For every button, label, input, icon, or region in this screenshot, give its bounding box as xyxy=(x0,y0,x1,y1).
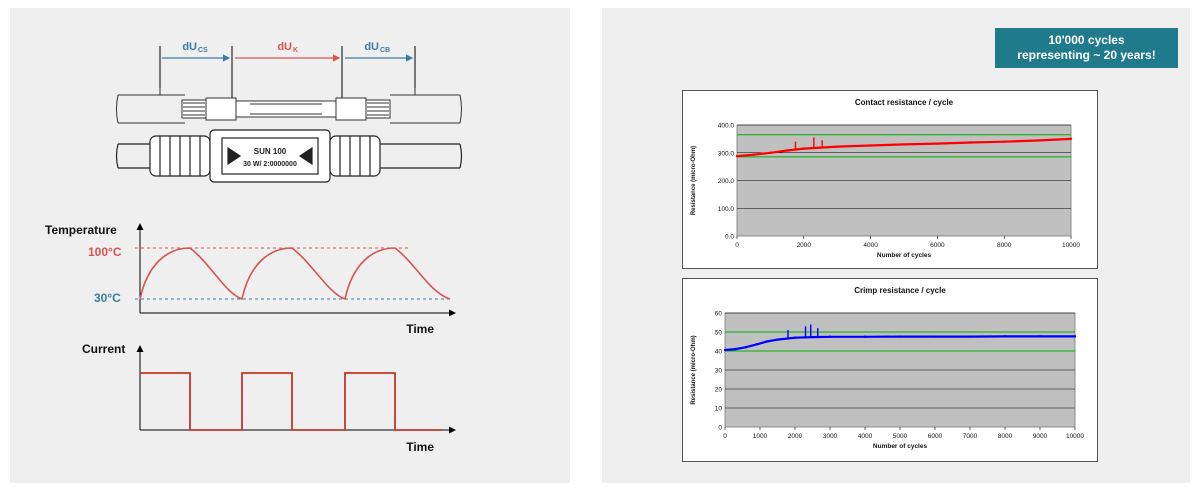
crimp-resistance-chart: Crimp resistance / cycle 0 10 20 30 40 50 60 0 10… xyxy=(682,278,1098,462)
left-panel: dU CS dU K dU CB xyxy=(10,8,570,483)
chart-1-ytick: 60 xyxy=(715,311,723,318)
temperature-title: Temperature xyxy=(45,223,117,237)
chart-0-series-0-point xyxy=(836,145,839,148)
chart-1-series-0-point xyxy=(723,348,727,352)
chart-1-series-0-point xyxy=(968,335,972,338)
chart-1-series-0-line xyxy=(724,335,1075,352)
du-cs-sub: CS xyxy=(198,47,208,54)
chart-1-title: Crimp resistance / cycle xyxy=(854,286,946,295)
chart-1-series-0-point xyxy=(765,340,769,343)
chart-0-ytick: 400.0 xyxy=(718,123,735,130)
chart-1-xtick: 7000 xyxy=(963,433,978,440)
chart-0-series-0-point xyxy=(1003,140,1006,143)
chart-1-series-0-point xyxy=(793,336,797,339)
chart-0-series-0-point xyxy=(969,141,972,144)
chart-1-series-0-point xyxy=(755,343,758,346)
du-cs-label: dU xyxy=(182,41,197,53)
connector-exterior xyxy=(115,129,463,183)
chart-0-series-0-point xyxy=(735,154,739,158)
chart-1-series-0-point xyxy=(898,335,902,338)
chart-1-series-0-point xyxy=(1073,335,1077,338)
connector-text-1: SUN 100 xyxy=(254,147,287,156)
chart-1-xtick: 10000 xyxy=(1066,433,1084,440)
chart-1-series-0-point xyxy=(863,335,867,338)
chart-0-series-0-point xyxy=(1036,139,1039,142)
chart-1-series-0-point xyxy=(1038,335,1042,338)
chart-0-ytick: 100.0 xyxy=(718,206,735,213)
crimp-resistance-svg: Crimp resistance / cycle 0 10 20 30 40 50 60 0 10… xyxy=(691,286,1084,450)
chart-0-xtick: 0 xyxy=(735,242,739,249)
chart-1-series-0-point xyxy=(744,346,748,349)
chart-1-ytick: 30 xyxy=(715,368,723,375)
chart-1-ytick: 40 xyxy=(715,349,723,356)
chart-0-series-0-point xyxy=(936,142,939,145)
chart-1-xtick: 0 xyxy=(723,433,727,440)
chart-0-title: Contact resistance / cycle xyxy=(855,98,954,107)
diagram-svg: dU CS dU K dU CB xyxy=(45,41,463,454)
du-cb-sub: CB xyxy=(380,47,390,54)
chart-1-xtick: 5000 xyxy=(893,433,908,440)
chart-1-xtick: 4000 xyxy=(858,433,873,440)
chart-0-xtick: 2000 xyxy=(797,242,812,249)
chart-0-xtick: 8000 xyxy=(997,242,1012,249)
chart-1-xtick: 6000 xyxy=(928,433,943,440)
banner-line-2: representing ~ 20 years! xyxy=(1017,48,1156,62)
chart-0-series-0-point xyxy=(869,144,872,147)
chart-1-xlabel: Number of cycles xyxy=(873,443,928,450)
banner-line-1: 10'000 cycles xyxy=(1048,33,1125,47)
chart-1-xtick: 2000 xyxy=(788,433,803,440)
chart-1-series-0-point xyxy=(1003,335,1007,338)
temperature-xlabel: Time xyxy=(406,322,434,336)
right-panel: 10'000 cycles representing ~ 20 years! C… xyxy=(602,8,1190,483)
chart-0-ylabel: Resistance (micro-Ohm) xyxy=(691,146,697,215)
chart-1-ytick: 20 xyxy=(715,387,723,394)
current-title: Current xyxy=(82,342,125,356)
chart-0-xtick: 4000 xyxy=(863,242,878,249)
chart-1-series-0-point xyxy=(933,335,937,338)
chart-0-series-0-point xyxy=(802,147,805,150)
chart-0-series-0-point xyxy=(785,149,789,152)
chart-1-ytick: 50 xyxy=(715,330,723,337)
connector-text-2: 30 W/ 2:0000000 xyxy=(243,161,297,168)
chart-0-xlabel: Number of cycles xyxy=(877,252,932,259)
chart-0-ytick: 200.0 xyxy=(718,178,735,185)
chart-1-xtick: 1000 xyxy=(753,433,768,440)
chart-0-ytick: 0.0 xyxy=(725,234,734,241)
du-k-label: dU xyxy=(277,41,292,53)
chart-0-series-0-point xyxy=(1069,137,1073,141)
chart-1-series-0-point xyxy=(828,335,832,338)
du-k-sub: K xyxy=(293,47,298,54)
temperature-high-label: 100°C xyxy=(88,245,122,259)
chart-1-xtick: 8000 xyxy=(998,433,1013,440)
chart-1-ylabel: Resistance (micro-Ohm) xyxy=(691,335,697,404)
current-square-wave xyxy=(140,372,442,431)
cycles-banner: 10'000 cycles representing ~ 20 years! xyxy=(995,28,1178,68)
du-measurements: dU CS dU K dU CB xyxy=(159,41,416,109)
chart-0-xtick: 10000 xyxy=(1062,242,1080,249)
chart-0-series-0-point xyxy=(769,151,772,154)
chart-0-xtick: 6000 xyxy=(930,242,945,249)
chart-1-ytick: 0 xyxy=(718,425,722,432)
chart-0-series-0-point xyxy=(752,153,755,156)
current-graph: Current Time xyxy=(82,342,456,454)
chart-1-xtick: 9000 xyxy=(1033,433,1048,440)
chart-1-ytick: 10 xyxy=(715,406,723,413)
connector-cutaway xyxy=(116,88,462,124)
chart-1-series-0-point xyxy=(811,335,814,339)
temperature-low-label: 30°C xyxy=(94,291,121,305)
chart-1-xtick: 3000 xyxy=(823,433,838,440)
chart-0-series-0-point xyxy=(902,143,906,146)
current-xlabel: Time xyxy=(406,440,434,454)
chart-1-series-0-point xyxy=(776,338,779,341)
chart-1-series-0-point xyxy=(734,347,737,351)
temperature-graph: Temperature 100°C 30°C Time xyxy=(45,223,456,336)
contact-resistance-chart: Contact resistance / cycle 0.0 100.0 200.0 3… xyxy=(682,90,1098,269)
du-cb-label: dU xyxy=(364,41,379,53)
contact-resistance-svg: Contact resistance / cycle 0.0 100.0 200.0 3… xyxy=(691,98,1080,259)
temperature-curve xyxy=(139,247,451,301)
chart-0-ytick: 300.0 xyxy=(718,150,735,157)
